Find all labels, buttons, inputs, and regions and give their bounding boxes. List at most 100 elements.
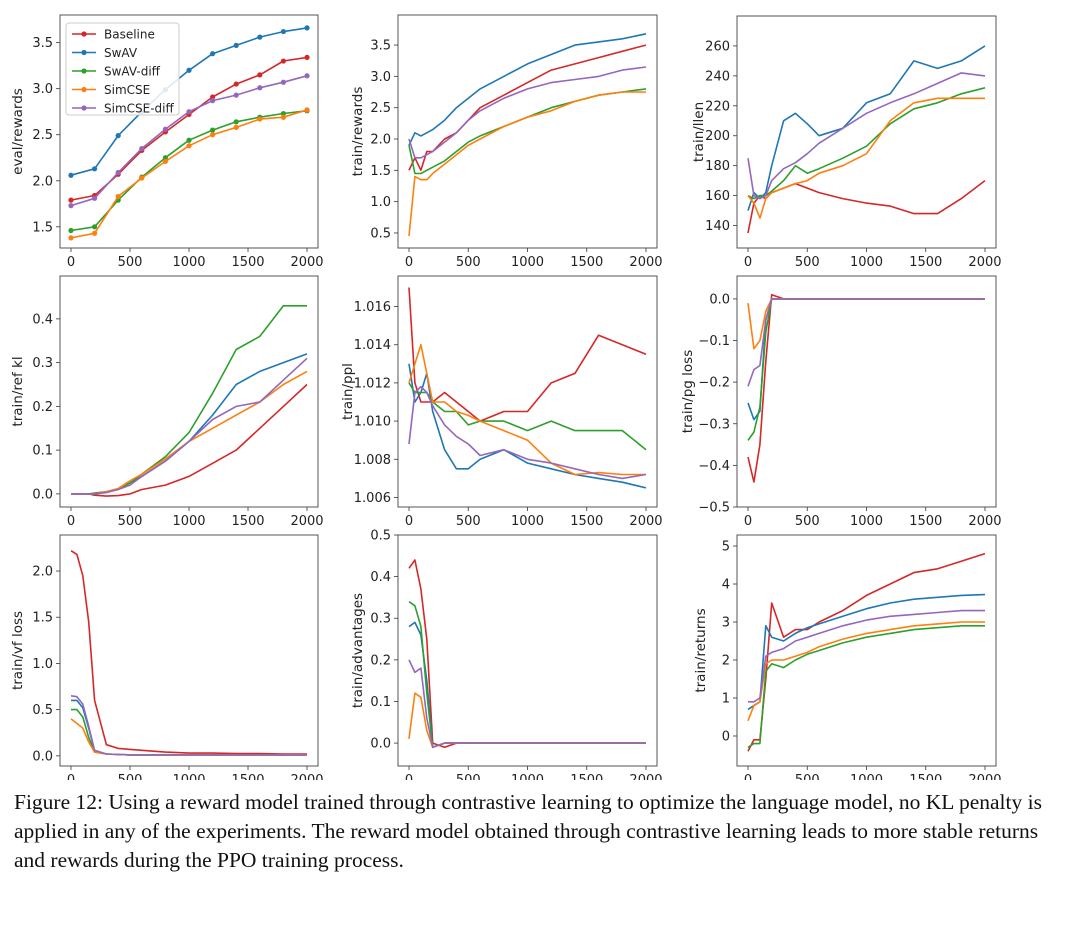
data-point-simcse-diff — [257, 85, 263, 91]
y-tick-label: −0.2 — [698, 376, 730, 391]
subplot-train-ref-kl: 0 500 1000 1500 2000 0.0 0.1 0.2 0.3 0.4 train/ref… — [10, 275, 324, 529]
axes-frame — [397, 534, 658, 767]
data-point-baseline — [233, 81, 239, 87]
x-tick-label: 0 — [405, 255, 413, 270]
y-tick-label: 240 — [705, 69, 730, 84]
data-point-simcse-diff — [280, 79, 287, 85]
series-line-simcse — [70, 718, 307, 756]
data-point-simcse — [304, 107, 310, 113]
x-tick-label: 500 — [456, 255, 481, 270]
y-tick-label: 0.3 — [370, 612, 391, 627]
series-line-simcse — [747, 97, 985, 219]
legend-label: SwAV — [104, 46, 138, 60]
legend-label: SwAV-diff — [104, 65, 161, 79]
x-tick-label: 0 — [67, 514, 75, 529]
y-tick-label: 0.2 — [370, 653, 391, 668]
y-tick-label: 2.5 — [370, 101, 391, 116]
x-tick-label: 500 — [456, 514, 481, 529]
x-tick-label: 1500 — [909, 773, 942, 780]
data-point-simcse — [115, 193, 121, 200]
subplot-eval-rewards: 0 500 1000 1500 2000 1.5 2.0 2.5 3.0 3.5 eval/rewa… — [10, 14, 324, 270]
series-line-baseline — [408, 44, 647, 172]
x-tick-label: 0 — [405, 514, 413, 529]
data-point-simcse — [257, 116, 263, 122]
y-tick-label: 0.3 — [32, 356, 53, 371]
x-tick-label: 1500 — [231, 514, 264, 529]
axes-frame — [736, 15, 997, 249]
y-tick-label: 2.0 — [32, 565, 53, 580]
subplot-train-ppl: 0 500 1000 1500 2000 1.006 1.008 1.010 1.012 1.01… — [340, 275, 663, 529]
data-point-simcse-diff — [304, 73, 310, 79]
x-tick-label: 2000 — [290, 255, 323, 270]
data-point-simcse — [91, 230, 98, 236]
series-line-swav-diff — [747, 624, 985, 749]
y-axis-label: train/pg loss — [680, 350, 696, 433]
x-tick-label: 1000 — [850, 773, 883, 780]
axes-frame — [736, 275, 997, 508]
y-tick-label: 160 — [705, 189, 730, 204]
x-tick-label: 2000 — [290, 514, 323, 529]
data-point-baseline — [280, 58, 287, 64]
series-line-swav-diff — [71, 708, 307, 756]
legend-marker — [81, 86, 87, 93]
data-point-swav-diff — [186, 137, 192, 143]
y-tick-label: 0.0 — [370, 737, 391, 752]
y-tick-label: 260 — [705, 39, 730, 54]
y-tick-label: 0.4 — [32, 312, 53, 327]
x-tick-label: 2000 — [968, 514, 1001, 529]
y-tick-label: 0.2 — [32, 400, 53, 415]
x-tick-label: 2000 — [629, 773, 662, 780]
y-tick-label: 2.0 — [32, 174, 53, 189]
series-line-swav — [408, 363, 647, 489]
figure-caption: Figure 12: Using a reward model trained … — [14, 790, 1042, 872]
y-axis-label: eval/rewards — [10, 88, 26, 175]
data-point-baseline — [68, 197, 74, 203]
series-line-swav — [71, 699, 307, 756]
y-tick-label: 0.4 — [370, 570, 391, 585]
series-line-swav — [747, 298, 985, 421]
y-tick-label: 1.0 — [370, 195, 391, 210]
data-point-simcse — [186, 143, 192, 149]
x-tick-label: 0 — [744, 255, 752, 270]
y-tick-label: 1 — [722, 691, 730, 706]
data-point-swav-diff — [210, 127, 216, 133]
series-line-simcse — [747, 298, 985, 350]
subplot-train-pg-loss: 0 500 1000 1500 2000 −0.5 −0.4 −0.3 −0.2 −0.1 0.0 t… — [680, 275, 1002, 529]
subplot-train-rewards: 0 500 1000 1500 2000 0.5 1.0 1.5 2.0 2.5 3.0 3.5 tra… — [350, 14, 663, 270]
y-tick-label: 2 — [722, 653, 730, 668]
x-tick-label: 1500 — [231, 773, 264, 780]
y-tick-label: 3 — [722, 616, 730, 631]
series-line-swav — [747, 593, 986, 711]
data-point-simcse-diff — [210, 98, 216, 104]
y-tick-label: 0.5 — [32, 703, 53, 718]
data-point-simcse-diff — [139, 145, 145, 152]
x-tick-label: 500 — [118, 255, 143, 270]
series-line-simcse-diff — [71, 357, 308, 495]
series-line-swav-diff — [747, 298, 985, 441]
series-line-baseline — [70, 550, 307, 755]
series-line-swav-diff — [70, 110, 308, 232]
x-tick-label: 2000 — [968, 255, 1001, 270]
series-line-swav — [408, 33, 647, 146]
data-point-swav-diff — [91, 224, 98, 230]
legend-label: SimCSE — [104, 83, 150, 97]
y-tick-label: 1.014 — [354, 338, 391, 353]
y-tick-label: 3.0 — [32, 82, 53, 97]
x-tick-label: 1500 — [909, 514, 942, 529]
x-tick-label: 500 — [118, 514, 143, 529]
data-point-swav — [91, 166, 98, 172]
y-tick-label: 1.006 — [354, 491, 391, 506]
x-tick-label: 500 — [118, 773, 143, 780]
y-tick-label: 1.5 — [370, 164, 391, 179]
y-tick-label: −0.5 — [698, 501, 730, 516]
x-tick-label: 0 — [405, 773, 413, 780]
y-tick-label: 0.1 — [370, 695, 391, 710]
y-tick-label: 3.5 — [32, 36, 53, 51]
series-line-simcse — [70, 109, 308, 239]
x-tick-label: 500 — [456, 773, 481, 780]
x-tick-label: 1000 — [511, 255, 544, 270]
data-point-simcse-diff — [68, 203, 74, 209]
data-point-simcse-diff — [91, 195, 98, 201]
x-tick-label: 1000 — [850, 514, 883, 529]
y-axis-label: train/advantages — [350, 593, 366, 708]
